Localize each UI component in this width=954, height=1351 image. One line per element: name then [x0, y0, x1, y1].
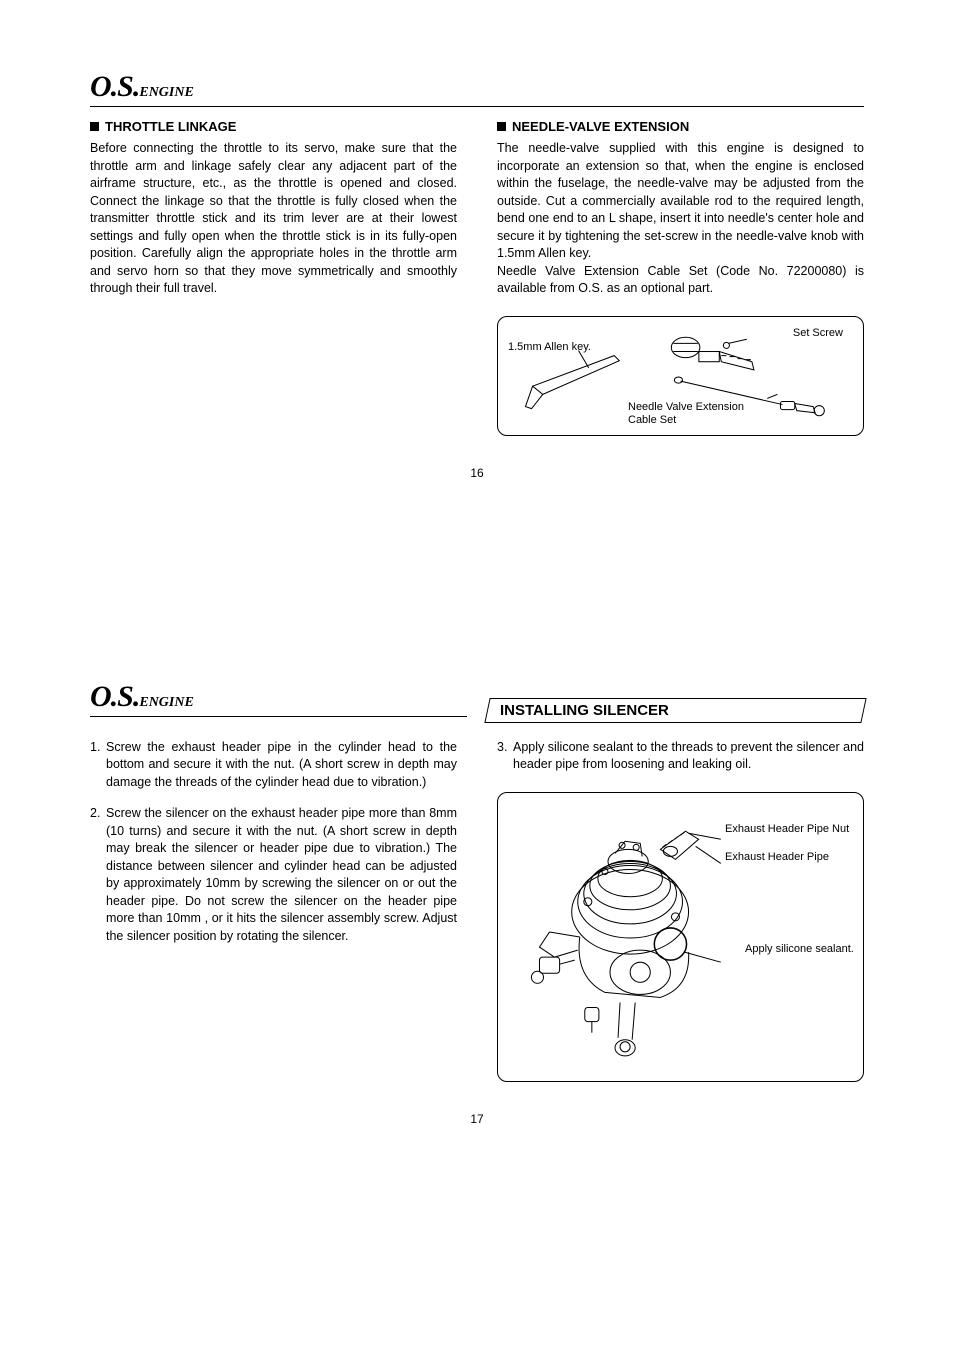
- page16-col-left: THROTTLE LINKAGE Before connecting the t…: [90, 119, 457, 436]
- logo-sub-17: ENGINE: [139, 695, 193, 710]
- logo-brand-17: O.S.: [90, 680, 139, 713]
- fig-label-cable: Needle Valve Extension Cable Set: [628, 401, 758, 426]
- needle-valve-body2: Needle Valve Extension Cable Set (Code N…: [497, 263, 864, 298]
- page-17: O.S.ENGINE INSTALLING SILENCER 1. Screw …: [0, 610, 954, 1166]
- fig-label-allen: 1.5mm Allen key.: [508, 341, 591, 354]
- throttle-linkage-heading: THROTTLE LINKAGE: [90, 119, 457, 134]
- step-1-num: 1.: [90, 739, 100, 757]
- page-divider: [0, 520, 954, 610]
- brand-logo: O.S.ENGINE: [90, 70, 864, 107]
- throttle-linkage-body: Before connecting the throttle to its se…: [90, 140, 457, 298]
- page17-columns: 1. Screw the exhaust header pipe in the …: [90, 739, 864, 1082]
- installing-silencer-title: INSTALLING SILENCER: [500, 702, 851, 719]
- page-number-16: 16: [90, 466, 864, 480]
- page17-col-right: 3. Apply silicone sealant to the threads…: [497, 739, 864, 1082]
- page-16: O.S.ENGINE THROTTLE LINKAGE Before conne…: [0, 0, 954, 520]
- fig-label-setscrew: Set Screw: [793, 327, 843, 340]
- page16-col-right: NEEDLE-VALVE EXTENSION The needle-valve …: [497, 119, 864, 436]
- engine-diagram-svg: [506, 801, 855, 1073]
- step-1: 1. Screw the exhaust header pipe in the …: [90, 739, 457, 792]
- page-number-17: 17: [90, 1112, 864, 1126]
- page16-columns: THROTTLE LINKAGE Before connecting the t…: [90, 119, 864, 436]
- needle-valve-heading: NEEDLE-VALVE EXTENSION: [497, 119, 864, 134]
- instructions-list-left: 1. Screw the exhaust header pipe in the …: [90, 739, 457, 946]
- step-2: 2. Screw the silencer on the exhaust hea…: [90, 805, 457, 945]
- logo-sub: ENGINE: [139, 85, 193, 100]
- fig-label-sealant: Apply silicone sealant.: [745, 943, 855, 956]
- engine-figure: Exhaust Header Pipe Nut Exhaust Header P…: [497, 792, 864, 1082]
- step-1-text: Screw the exhaust header pipe in the cyl…: [106, 740, 457, 789]
- brand-logo-17: O.S.ENGINE: [90, 680, 467, 717]
- step-2-text: Screw the silencer on the exhaust header…: [106, 806, 457, 943]
- needle-valve-figure: 1.5mm Allen key. Set Screw Needle Valve …: [497, 316, 864, 436]
- page17-col-left: 1. Screw the exhaust header pipe in the …: [90, 739, 457, 1082]
- logo-brand: O.S.: [90, 70, 139, 103]
- step-3-text: Apply silicone sealant to the threads to…: [513, 740, 864, 772]
- fig-label-nut: Exhaust Header Pipe Nut: [725, 823, 855, 836]
- step-3-num: 3.: [497, 739, 507, 757]
- step-2-num: 2.: [90, 805, 100, 823]
- needle-valve-body1: The needle-valve supplied with this engi…: [497, 140, 864, 263]
- fig-label-pipe: Exhaust Header Pipe: [725, 851, 855, 864]
- instructions-list-right: 3. Apply silicone sealant to the threads…: [497, 739, 864, 774]
- step-3: 3. Apply silicone sealant to the threads…: [497, 739, 864, 774]
